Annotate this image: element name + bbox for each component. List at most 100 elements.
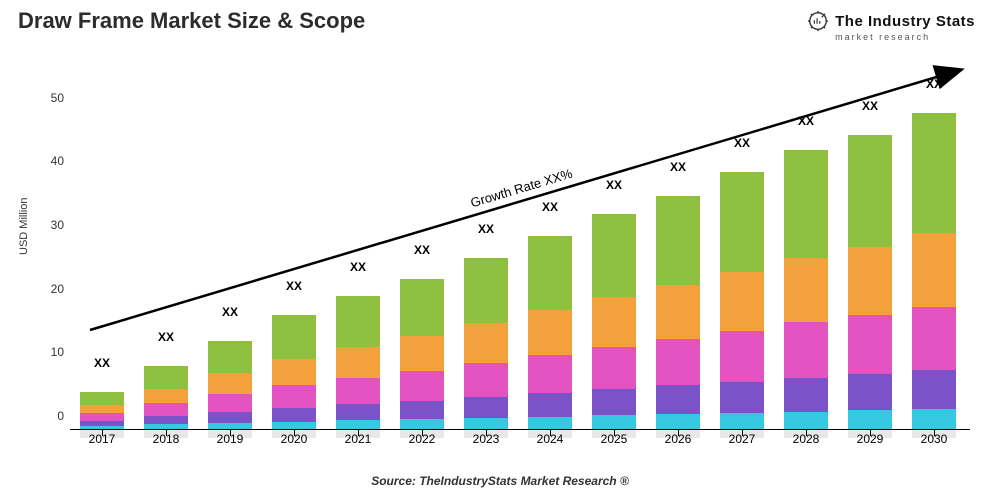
bar-segment [656, 285, 700, 339]
bar-segment [848, 315, 892, 374]
bar-value-label: XX [592, 178, 636, 196]
bar-segment [208, 394, 252, 412]
y-tick-label: 50 [51, 91, 64, 105]
bar-segment [208, 373, 252, 394]
bar-segment [528, 417, 572, 430]
x-axis-line [70, 429, 970, 430]
bar-segment [656, 385, 700, 414]
x-tick-mark [102, 430, 103, 436]
bar-segment [656, 414, 700, 430]
y-tick-label: 10 [51, 345, 64, 359]
bar-segment [336, 404, 380, 421]
bar-value-label: XX [208, 305, 252, 323]
x-tick-mark [934, 430, 935, 436]
bar-segment [720, 413, 764, 430]
bar-segment [400, 401, 444, 419]
bar-segment [80, 405, 124, 414]
bar-segment [400, 371, 444, 401]
source-citation: Source: TheIndustryStats Market Research… [0, 474, 1000, 488]
bar-segment [656, 339, 700, 385]
logo-text-main: The Industry Stats [835, 13, 975, 30]
chart-title: Draw Frame Market Size & Scope [18, 8, 365, 34]
bar-segment [208, 341, 252, 373]
x-axis-labels: 2017201820192020202120222023202420252026… [70, 432, 970, 452]
brand-logo: The Industry Stats market research [807, 10, 975, 42]
logo-text-sub: market research [835, 32, 975, 42]
bar-segment [464, 258, 508, 323]
bar-segment [272, 385, 316, 407]
bar-segment [656, 196, 700, 284]
bar-segment [272, 359, 316, 386]
bar-value-label: XX [528, 200, 572, 218]
bar-segment [464, 363, 508, 397]
bar-segment [912, 307, 956, 371]
x-tick-mark [742, 430, 743, 436]
bar-segment [720, 382, 764, 413]
bar-segment [848, 374, 892, 410]
bar-value-label: XX [80, 356, 124, 374]
x-tick-mark [870, 430, 871, 436]
bar-segment [336, 296, 380, 347]
y-tick-label: 40 [51, 154, 64, 168]
y-tick-label: 20 [51, 282, 64, 296]
bar-segment [720, 272, 764, 331]
bar-segment [720, 172, 764, 271]
bar-segment [464, 397, 508, 418]
bar-segment [784, 258, 828, 322]
x-tick-mark [678, 430, 679, 436]
x-tick-mark [230, 430, 231, 436]
bar-segment [848, 135, 892, 246]
bar-segment [336, 378, 380, 404]
bar-segment [848, 247, 892, 316]
x-tick-mark [294, 430, 295, 436]
bar-value-label: XX [272, 279, 316, 297]
bar-value-label: XX [400, 243, 444, 261]
x-tick-mark [550, 430, 551, 436]
bar-segment [144, 403, 188, 416]
bar-segment [528, 393, 572, 417]
bar-segment [592, 297, 636, 347]
bar-segment [912, 233, 956, 307]
bar-segment [80, 413, 124, 421]
bar-value-label: XX [144, 330, 188, 348]
gear-chart-icon [807, 10, 829, 32]
bar-segment [464, 323, 508, 363]
x-tick-mark [358, 430, 359, 436]
bar-segment [784, 150, 828, 258]
bar-segment [720, 331, 764, 382]
bar-segment [592, 389, 636, 415]
bar-segment [272, 408, 316, 422]
bar-value-label: XX [720, 136, 764, 154]
bar-segment [400, 279, 444, 336]
bar-segment [144, 416, 188, 424]
bar-segment [848, 410, 892, 430]
bar-segment [528, 236, 572, 310]
bar-value-label: XX [848, 99, 892, 117]
bar-segment [912, 409, 956, 430]
bar-segment [592, 214, 636, 297]
bar-value-label: XX [912, 77, 956, 95]
bar-segment [784, 378, 828, 412]
bar-segment [528, 355, 572, 393]
bar-segment [912, 370, 956, 409]
bar-segment [784, 322, 828, 377]
bar-segment [272, 315, 316, 358]
bar-segment [144, 366, 188, 388]
bar-container: XXXXXXXXXXXXXXXXXXXXXXXXXXXX [70, 80, 970, 430]
bar-segment [592, 347, 636, 390]
bar-segment [80, 392, 124, 405]
x-tick-mark [166, 430, 167, 436]
bar-segment [80, 421, 124, 426]
bar-segment [592, 415, 636, 430]
x-tick-mark [486, 430, 487, 436]
y-axis-label: USD Million [18, 198, 30, 255]
bar-value-label: XX [784, 114, 828, 132]
bar-segment [400, 336, 444, 371]
bar-segment [784, 412, 828, 430]
x-tick-mark [806, 430, 807, 436]
bar-segment [336, 347, 380, 378]
bar-segment [144, 389, 188, 404]
bar-segment [208, 412, 252, 423]
x-tick-mark [422, 430, 423, 436]
bar-value-label: XX [656, 160, 700, 178]
